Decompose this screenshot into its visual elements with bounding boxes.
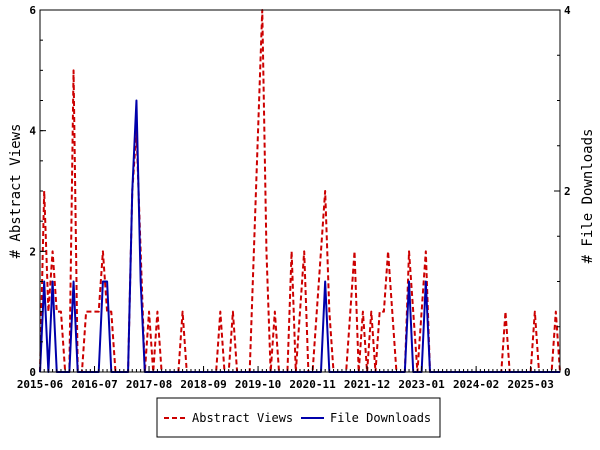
y-axis-title-right: # File Downloads [580, 129, 596, 264]
x-tick-label: 2023-01 [398, 378, 445, 391]
y-right-tick-label: 0 [564, 366, 571, 379]
y-right-tick-label: 2 [564, 185, 571, 198]
y-left-tick-label: 0 [29, 366, 36, 379]
y-left-tick-label: 6 [29, 4, 36, 17]
x-tick-label: 2024-02 [453, 378, 499, 391]
x-tick-label: 2018-09 [180, 378, 226, 391]
series-line-file-downloads [39, 99, 560, 373]
x-tick-label: 2019-10 [235, 378, 281, 391]
legend-label-abstract-views: Abstract Views [192, 411, 293, 425]
legend: Abstract Views File Downloads [156, 397, 441, 438]
y-left-tick-label: 2 [29, 245, 36, 258]
x-tick-label: 2016-07 [71, 378, 117, 391]
y-right-tick-label: 4 [564, 4, 571, 17]
y-left-tick-label: 4 [29, 125, 36, 138]
legend-label-file-downloads: File Downloads [330, 411, 431, 425]
x-tick-label: 2015-06 [17, 378, 64, 391]
x-tick-label: 2025-03 [507, 378, 553, 391]
x-tick-label: 2021-12 [344, 378, 390, 391]
x-tick-label: 2017-08 [126, 378, 172, 391]
x-tick-label: 2020-11 [289, 378, 336, 391]
legend-box [156, 397, 441, 438]
plot-frame [39, 9, 561, 373]
y-axis-title-left: # Abstract Views [8, 124, 24, 259]
series-line-abstract-views [39, 9, 561, 373]
